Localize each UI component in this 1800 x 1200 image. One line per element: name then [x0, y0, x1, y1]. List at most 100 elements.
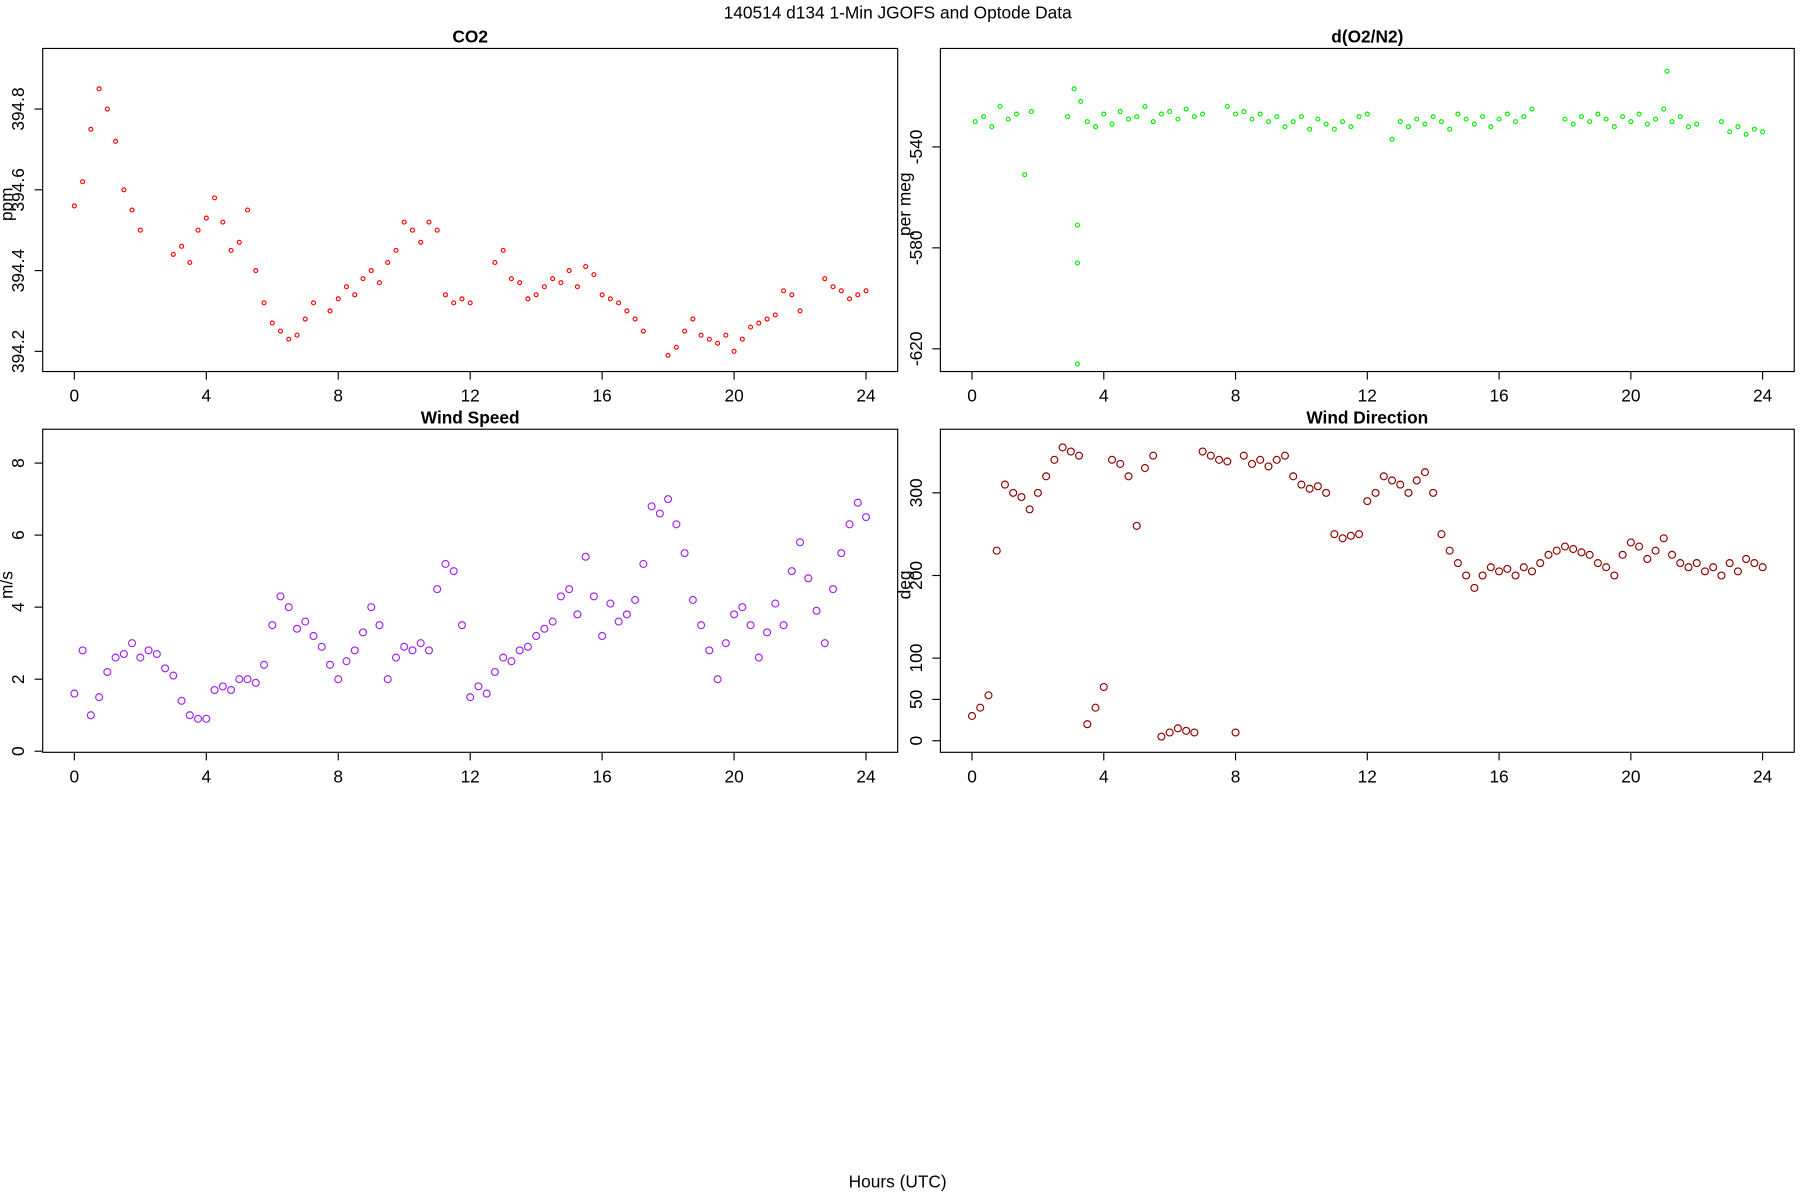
data-point: [715, 340, 721, 346]
data-point: [1071, 86, 1077, 92]
data-point: [1272, 455, 1281, 464]
data-point: [459, 296, 465, 302]
data-point: [261, 300, 267, 306]
data-point: [1445, 546, 1454, 555]
data-point: [1224, 103, 1230, 110]
data-point: [1013, 111, 1020, 117]
plot-frame: [939, 47, 1795, 373]
data-point: [236, 239, 242, 245]
data-point: [401, 219, 407, 225]
data-point: [846, 296, 853, 302]
x-tick-label: 8: [333, 766, 343, 786]
data-point: [243, 675, 252, 684]
data-point: [787, 567, 796, 576]
panel-title: Wind Direction: [1306, 407, 1428, 427]
data-point: [1396, 480, 1405, 489]
data-point: [375, 621, 384, 630]
data-point: [1305, 484, 1314, 493]
data-point: [1175, 116, 1181, 122]
data-point: [292, 624, 302, 633]
data-point: [367, 603, 376, 612]
data-point: [1215, 455, 1224, 464]
data-point: [1751, 126, 1757, 132]
data-point: [1025, 505, 1034, 514]
data-point: [804, 574, 813, 583]
data-point: [1595, 111, 1601, 117]
data-point: [442, 292, 448, 298]
data-point: [1101, 111, 1107, 117]
data-point: [1065, 114, 1071, 120]
data-point: [589, 592, 598, 601]
data-point: [1173, 724, 1182, 733]
data-point: [1667, 550, 1677, 559]
y-axis-title: ppm: [0, 187, 17, 221]
data-point: [647, 502, 656, 511]
data-point: [688, 595, 697, 604]
y-tick-label: 100: [906, 644, 926, 673]
data-point: [507, 657, 516, 666]
data-point: [1585, 550, 1594, 559]
data-point: [631, 595, 640, 604]
x-tick-label: 8: [1231, 385, 1241, 405]
data-point: [1447, 126, 1453, 132]
data-point: [690, 316, 696, 322]
data-point: [1742, 554, 1751, 563]
data-point: [1429, 488, 1438, 497]
data-point: [1717, 571, 1726, 580]
data-point: [1513, 119, 1519, 125]
data-point: [1544, 550, 1553, 559]
data-point: [212, 195, 218, 201]
data-point: [161, 664, 170, 673]
data-point: [492, 259, 498, 266]
data-point: [1191, 114, 1197, 120]
data-point: [335, 296, 341, 302]
data-point: [1134, 114, 1140, 120]
data-point: [1167, 109, 1173, 115]
data-point: [451, 300, 457, 306]
data-point: [1677, 114, 1683, 120]
data-point: [1496, 116, 1502, 122]
data-point: [855, 292, 861, 298]
data-point: [277, 328, 284, 334]
data-point: [1198, 447, 1207, 456]
data-point: [1009, 488, 1018, 497]
data-point: [1241, 109, 1247, 115]
data-point: [1577, 548, 1586, 557]
data-point: [1330, 530, 1339, 539]
data-point: [129, 207, 135, 213]
y-axis-title: deg: [894, 571, 914, 600]
data-point: [738, 603, 747, 612]
data-point: [1503, 564, 1512, 573]
y-tick-label: 394.6: [8, 168, 28, 211]
data-point: [1636, 111, 1642, 117]
data-point: [1117, 109, 1123, 115]
data-point: [457, 621, 466, 630]
data-point: [352, 292, 358, 298]
data-point: [1750, 559, 1759, 568]
data-point: [343, 284, 350, 290]
y-tick-label: 394.2: [8, 330, 28, 373]
data-point: [301, 617, 310, 626]
data-point: [433, 585, 442, 594]
data-point: [1437, 530, 1446, 539]
data-point: [680, 549, 689, 558]
x-tick-label: 0: [967, 766, 977, 786]
data-point: [822, 276, 828, 282]
data-point: [95, 693, 104, 702]
data-point: [698, 332, 704, 338]
data-point: [409, 227, 416, 233]
data-point: [1340, 119, 1346, 125]
data-point: [393, 247, 399, 253]
data-point: [1397, 119, 1403, 125]
data-point: [1315, 116, 1321, 122]
data-point: [540, 624, 549, 633]
x-tick-label: 4: [201, 385, 211, 405]
data-point: [853, 498, 862, 507]
data-point: [169, 671, 178, 680]
data-point: [1298, 114, 1304, 120]
data-point: [1420, 468, 1429, 477]
x-tick-label: 12: [1358, 766, 1377, 786]
data-point: [1356, 114, 1362, 120]
data-point: [1364, 111, 1370, 117]
data-point: [772, 312, 778, 318]
